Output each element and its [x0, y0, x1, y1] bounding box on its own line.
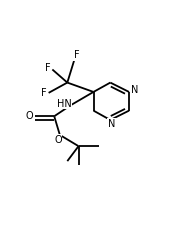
Text: HN: HN — [57, 99, 71, 108]
Text: F: F — [41, 88, 46, 98]
Text: O: O — [54, 135, 62, 145]
Text: F: F — [45, 63, 50, 73]
Text: F: F — [74, 50, 79, 60]
Text: N: N — [131, 85, 138, 95]
Text: N: N — [108, 119, 115, 129]
Text: O: O — [26, 111, 33, 121]
